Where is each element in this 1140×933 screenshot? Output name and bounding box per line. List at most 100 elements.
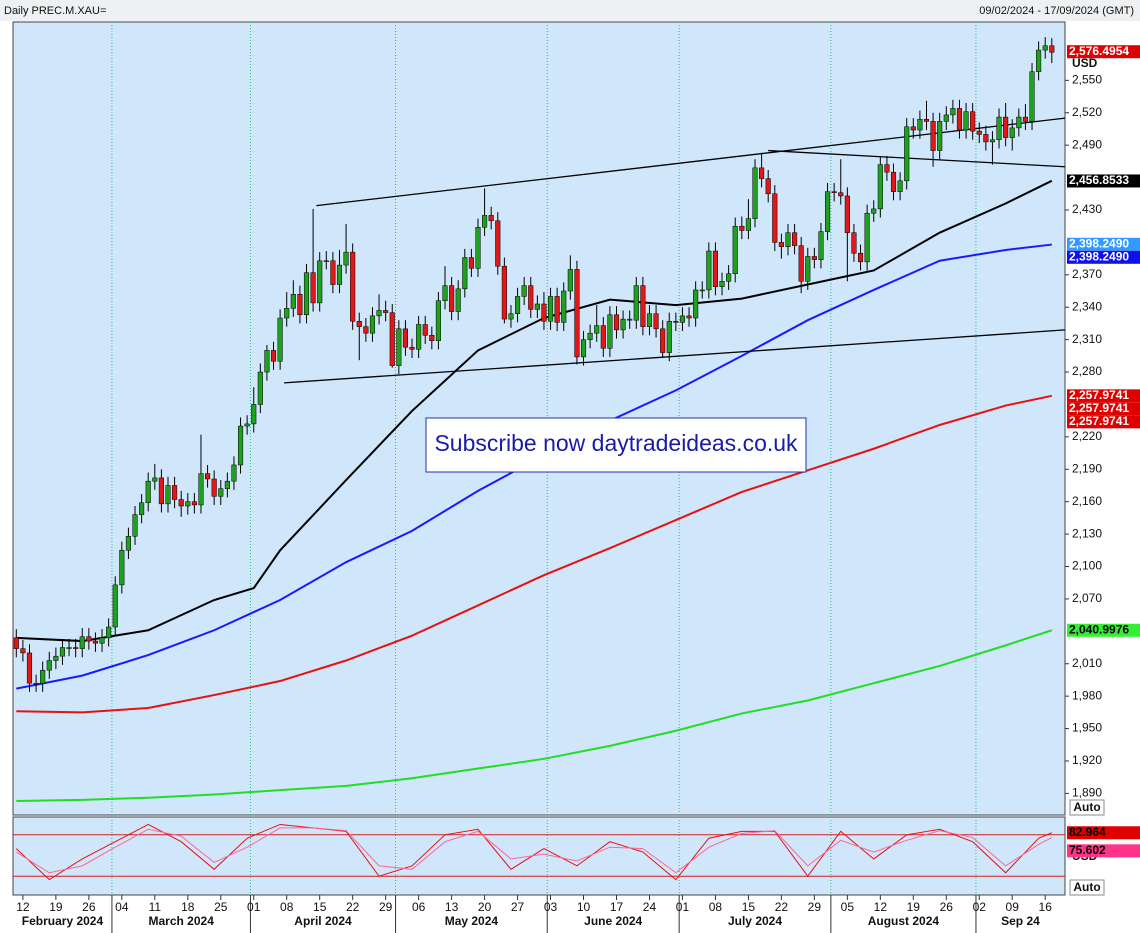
x-tick-label: 13 — [445, 900, 459, 914]
auto-button[interactable] — [1069, 879, 1105, 896]
value-box-label: 2,257.9741 — [1069, 388, 1129, 402]
month-label: March 2024 — [149, 914, 215, 928]
month-label: June 2024 — [584, 914, 642, 928]
y-tick-label: 2,190 — [1072, 461, 1102, 475]
y-tick-label: 1,890 — [1072, 786, 1102, 800]
y-tick-label: 2,100 — [1072, 559, 1102, 573]
x-tick-label: 25 — [214, 900, 228, 914]
value-box — [1067, 174, 1140, 188]
x-tick-label: 20 — [478, 900, 492, 914]
moving-average — [16, 394, 1053, 714]
x-tick-label: 08 — [709, 900, 723, 914]
x-tick-label: 01 — [247, 900, 261, 914]
candle-body — [310, 272, 316, 304]
candle-body — [699, 289, 705, 292]
candle-body — [838, 192, 844, 197]
y-tick-label: 2,490 — [1072, 137, 1102, 151]
x-tick-label: 26 — [82, 900, 96, 914]
y-tick-label: 2,550 — [1072, 73, 1102, 87]
candle-body — [904, 126, 910, 182]
overlay: Subscribe now daytradeideas.co.uk USD Au… — [16, 44, 1140, 928]
annotation: Subscribe now daytradeideas.co.uk — [434, 430, 798, 456]
annotation-box — [425, 417, 807, 473]
marks — [13, 37, 1066, 881]
y-tick-label: 2,070 — [1072, 591, 1102, 605]
candle-body — [666, 321, 672, 353]
candle-body — [92, 640, 99, 644]
candle-body — [468, 257, 474, 269]
candle-body — [561, 290, 567, 323]
candle-body — [330, 260, 336, 285]
moving-average — [16, 179, 1053, 643]
candle-body — [831, 191, 837, 193]
candle-body — [580, 339, 587, 358]
candle-body — [864, 212, 870, 263]
x-tick-label: 11 — [149, 900, 162, 914]
y-tick-label: 1,980 — [1072, 688, 1102, 702]
month-label: April 2024 — [294, 914, 352, 928]
candle-body — [270, 350, 277, 362]
x-tick-label: 02 — [973, 900, 987, 914]
candle-body — [211, 478, 217, 497]
auto-label[interactable]: Auto — [1073, 880, 1100, 894]
candle-body — [205, 473, 211, 480]
x-tick-label: 12 — [874, 900, 888, 914]
candle-body — [1042, 45, 1048, 51]
value-box-label: 2,456.8533 — [1069, 173, 1129, 187]
candle-body — [970, 111, 976, 132]
oscillator-line — [15, 823, 1053, 881]
value-box-label: 2,576.4954 — [1069, 44, 1129, 58]
candle-body — [132, 514, 138, 537]
candle-body — [231, 464, 237, 482]
candle-body — [792, 232, 798, 246]
candle-body — [640, 285, 646, 327]
oscillator-panel — [12, 816, 1066, 896]
x-tick-label: 22 — [346, 900, 360, 914]
candle-body — [350, 251, 356, 322]
candle-body — [805, 256, 811, 282]
y-tick-label: 2,430 — [1072, 202, 1102, 216]
candle-body — [765, 178, 771, 195]
candle-body — [106, 626, 112, 639]
candle-body — [923, 118, 930, 122]
candle-body — [930, 121, 936, 151]
candle-body — [46, 660, 52, 671]
candle-body — [66, 647, 72, 649]
chart-title: Daily PREC.M.XAU= — [4, 5, 106, 17]
candle-body — [198, 473, 204, 506]
x-tick-label: 24 — [643, 900, 657, 914]
candle-body — [996, 116, 1002, 141]
x-tick-label: 04 — [115, 900, 129, 914]
candle-body — [389, 312, 395, 366]
auto-label[interactable]: Auto — [1073, 800, 1100, 814]
y-tick-label: 2,280 — [1072, 364, 1102, 378]
x-tick-label: 01 — [676, 900, 690, 914]
candle-body — [53, 655, 59, 661]
trend-line — [768, 149, 1066, 168]
candle-body — [508, 313, 514, 320]
candle-body — [956, 108, 963, 131]
candle-body — [409, 346, 415, 350]
candle-body — [857, 252, 864, 263]
x-tick-label: 26 — [940, 900, 954, 914]
candle-body — [237, 425, 244, 466]
x-tick-label: 17 — [610, 900, 624, 914]
header-strip — [0, 0, 1140, 21]
candle-body — [244, 423, 250, 427]
candle-body — [257, 371, 263, 405]
candle-body — [521, 285, 527, 297]
candle-body — [983, 134, 989, 143]
month-label: August 2024 — [868, 914, 940, 928]
candle-body — [277, 317, 283, 362]
candle-body — [890, 171, 897, 192]
candle-body — [1009, 127, 1015, 138]
candle-body — [40, 669, 46, 684]
auto-button[interactable] — [1069, 799, 1105, 816]
candle-body — [376, 310, 382, 317]
month-label: July 2024 — [728, 914, 782, 928]
candle-body — [752, 167, 758, 219]
value-box — [1067, 389, 1140, 403]
candle-body — [653, 313, 659, 330]
candle-body — [686, 315, 692, 319]
oscillator-line — [16, 827, 1053, 874]
